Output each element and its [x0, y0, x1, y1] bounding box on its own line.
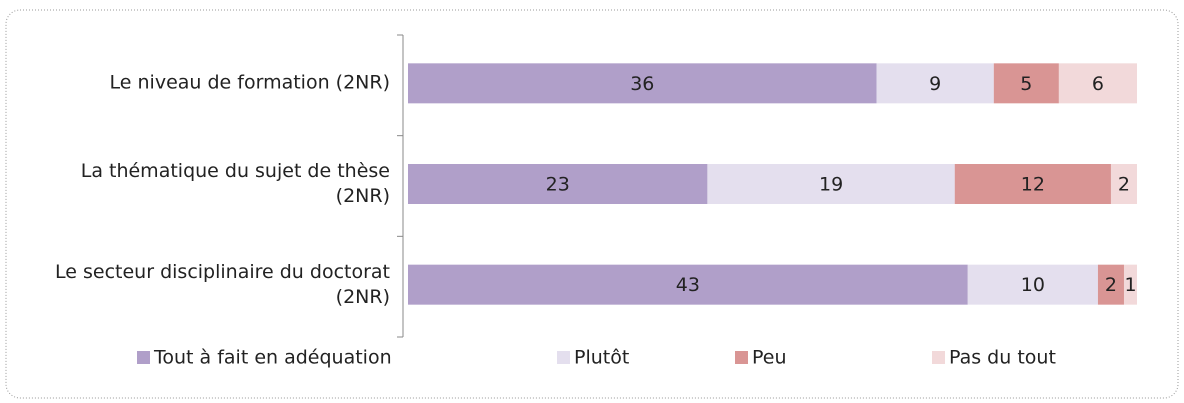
legend-label: Tout à fait en adéquation	[153, 347, 392, 369]
bar-segment	[408, 164, 708, 204]
legend-swatch	[932, 351, 945, 364]
bar-segment	[967, 264, 1098, 305]
legend-swatch	[557, 351, 570, 364]
data-label: 36	[630, 73, 654, 95]
data-label: 6	[1092, 73, 1104, 95]
legend-swatch	[137, 351, 150, 364]
bar-segment	[408, 264, 968, 305]
bar-segment	[1123, 264, 1137, 305]
bar-segment	[408, 63, 877, 104]
data-label: 1	[1124, 274, 1136, 296]
bar-segment	[707, 164, 955, 204]
bar-segment	[954, 164, 1111, 204]
legend-label: Peu	[752, 347, 787, 369]
data-label: 9	[929, 73, 941, 95]
data-label: 23	[546, 174, 570, 196]
category-label: La thématique du sujet de thèse (2NR)	[80, 160, 390, 207]
category-label: Le secteur disciplinaire du doctorat (2N…	[55, 260, 390, 308]
data-label: 5	[1020, 73, 1032, 95]
bar-segment	[1097, 264, 1124, 305]
category-label: Le niveau de formation (2NR)	[109, 71, 390, 94]
data-label: 12	[1021, 174, 1045, 196]
legend-label: Plutôt	[574, 347, 629, 369]
legend-label: Pas du tout	[949, 347, 1056, 369]
data-label: 19	[819, 174, 843, 196]
data-label: 2	[1105, 274, 1117, 296]
data-label: 10	[1021, 274, 1045, 296]
data-label: 2	[1118, 174, 1130, 196]
legend-swatch	[735, 351, 748, 364]
data-label: 43	[676, 274, 700, 296]
bar-segment	[993, 63, 1059, 104]
bar-segment	[1110, 164, 1137, 204]
bar-segment	[1058, 63, 1137, 104]
bar-segment	[876, 63, 994, 104]
